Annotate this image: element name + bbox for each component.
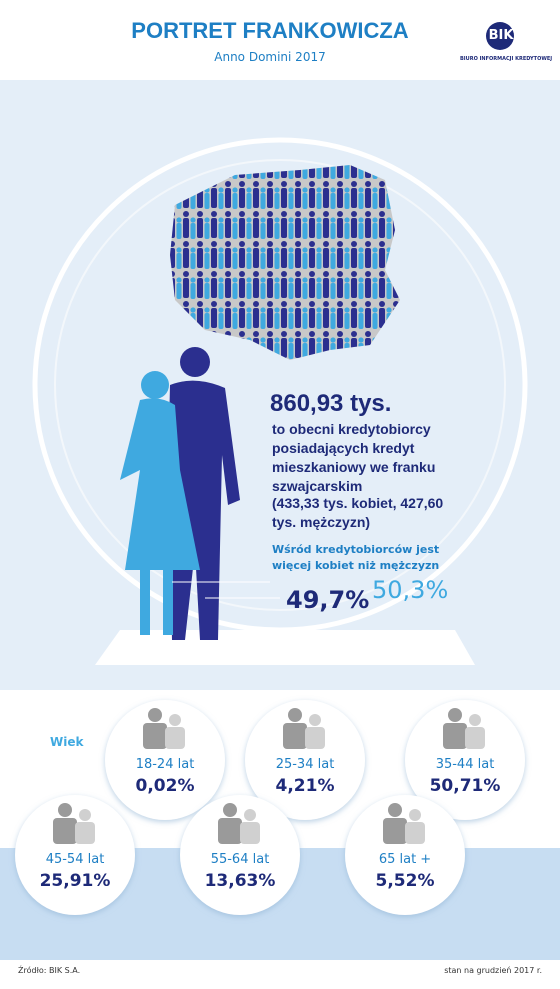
description: to obecni kredytobiorcy posiadających kr…	[272, 421, 436, 494]
age-group-label: 65 lat +	[378, 852, 432, 867]
age-label: Wiek	[50, 735, 84, 749]
age-group-share: 0,02%	[135, 776, 195, 796]
logo-mark: BIK	[488, 28, 514, 43]
age-icon	[283, 708, 325, 749]
age-icon	[218, 803, 260, 844]
woman-silhouette	[120, 371, 200, 635]
age-icon	[443, 708, 485, 749]
logo-circle	[486, 22, 514, 50]
age-circle	[345, 795, 465, 915]
note: Wśród kredytobiorców jest więcej kobiet …	[272, 543, 440, 572]
age-group-label: 35-44 lat	[435, 757, 495, 772]
age-circle	[180, 795, 300, 915]
source: Źródło: BIK S.A.	[18, 966, 81, 975]
age-circle	[405, 700, 525, 820]
breakdown: (433,33 tys. kobiet, 427,60 tys. mężczyz…	[272, 495, 444, 530]
age-icon	[143, 708, 185, 749]
women-share: 50,3%	[372, 576, 449, 604]
age-icon	[53, 803, 95, 844]
people-map	[170, 165, 400, 360]
headline: 860,93 tys.	[270, 390, 392, 417]
men-share: 49,7%	[286, 586, 370, 614]
age-circle	[15, 795, 135, 915]
age-circle	[245, 700, 365, 820]
age-group-label: 18-24 lat	[135, 757, 195, 772]
man-silhouette	[168, 347, 240, 640]
age-group-share: 50,71%	[429, 776, 501, 796]
title: PORTRET FRANKOWICZA	[131, 18, 409, 43]
halo-inner	[54, 159, 506, 611]
age-group-share: 5,52%	[375, 871, 435, 891]
age-group-share: 25,91%	[39, 871, 111, 891]
platform	[95, 630, 475, 665]
age-group-label: 25-34 lat	[275, 757, 335, 772]
date: stan na grudzień 2017 r.	[444, 966, 542, 975]
age-group-share: 13,63%	[204, 871, 276, 891]
age-group-label: 45-54 lat	[45, 852, 105, 867]
age-icon	[383, 803, 425, 844]
logo-name: BIURO INFORMACJI KREDYTOWEJ	[460, 56, 553, 62]
age-group-share: 4,21%	[275, 776, 335, 796]
age-group-label: 55-64 lat	[210, 852, 270, 867]
age-circle	[105, 700, 225, 820]
subtitle: Anno Domini 2017	[214, 50, 326, 64]
